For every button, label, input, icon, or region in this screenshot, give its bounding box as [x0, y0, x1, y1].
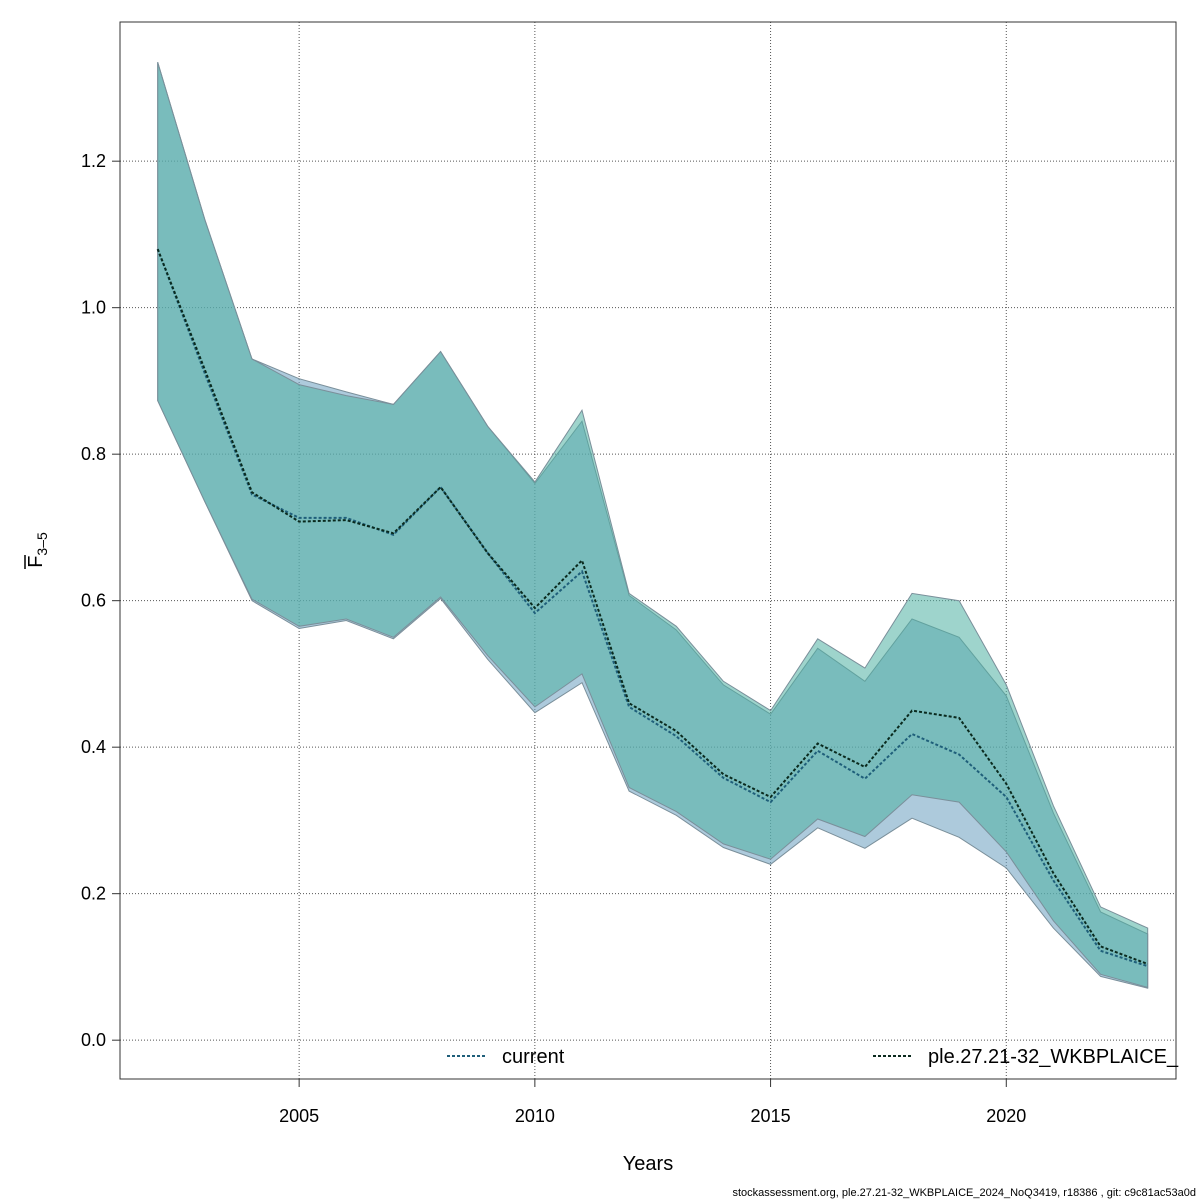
band-run: [157, 62, 1149, 989]
y-axis-title: F3–5: [24, 532, 50, 569]
y-axis-title-sub: 3–5: [34, 532, 50, 556]
x-axis-title: Years: [623, 1153, 673, 1175]
y-tick-label-6: 1.2: [81, 151, 106, 171]
line-run: [156, 248, 1149, 965]
x-tick-label-0: 2005: [279, 1106, 319, 1126]
x-tick-label-3: 2020: [986, 1106, 1026, 1126]
y-axis-title-main: F: [25, 556, 47, 568]
legend: current ple.27.21-32_WKBPLAICE_: [447, 1046, 1179, 1068]
y-tick-label-0: 0.0: [81, 1030, 106, 1050]
x-tick-label-1: 2010: [515, 1106, 555, 1126]
y-tick-label-3: 0.6: [81, 591, 106, 611]
y-tick-label-1: 0.2: [81, 884, 106, 904]
legend-label-run: ple.27.21-32_WKBPLAICE_: [928, 1046, 1179, 1068]
svg-text:F3–5: F3–5: [25, 532, 50, 568]
y-tick-label-5: 1.0: [81, 298, 106, 318]
plot-frame: [119, 21, 1177, 1080]
axes: 2005 2010 2015 2020 0.0 0.2 0.4 0.6 0.8 1.0 1.2: [81, 151, 1026, 1126]
y-tick-label-2: 0.4: [81, 737, 106, 757]
line-current: [156, 248, 1149, 968]
footer-credit: stockassessment.org, ple.27.21-32_WKBPLA…: [732, 1187, 1196, 1199]
legend-label-current: current: [502, 1046, 565, 1068]
confidence-bands: [157, 62, 1149, 989]
y-tick-label-4: 0.8: [81, 444, 106, 464]
x-tick-label-2: 2015: [751, 1106, 791, 1126]
series-lines: [156, 248, 1149, 968]
